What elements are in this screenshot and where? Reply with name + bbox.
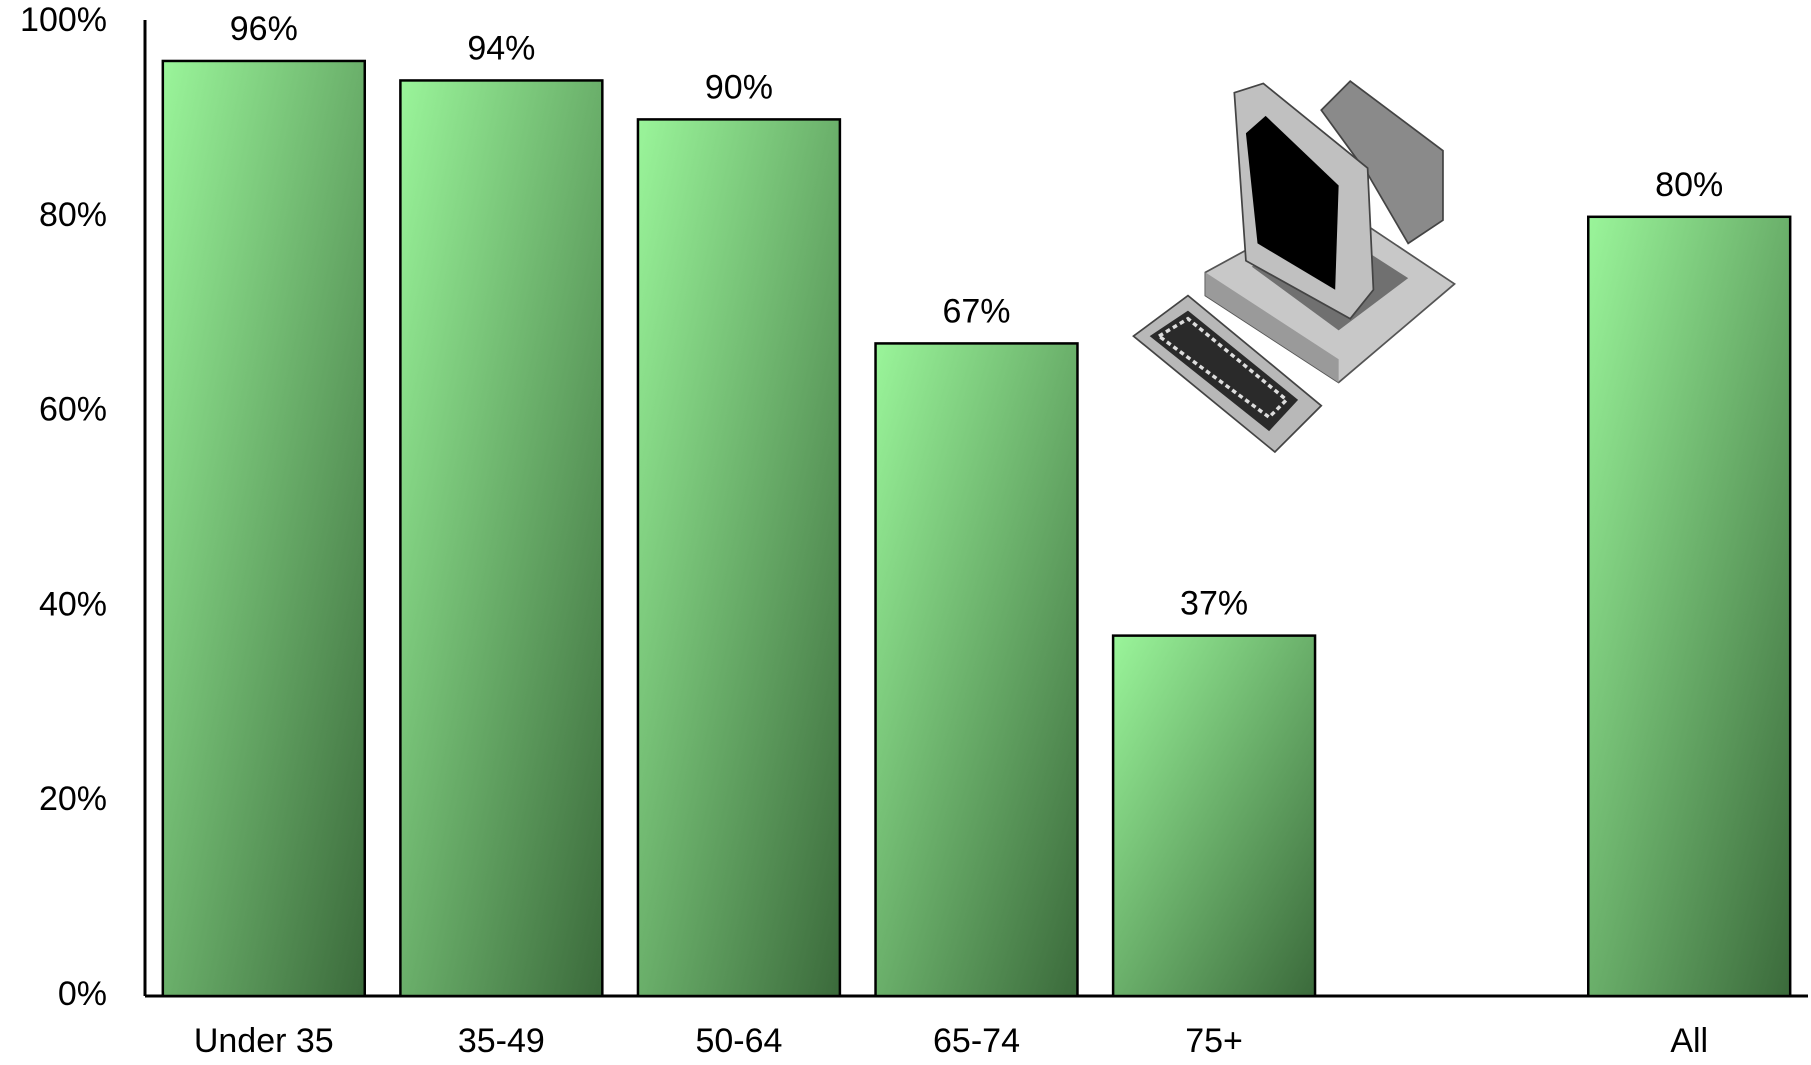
bar: [1111, 634, 1317, 998]
x-tick-label: Under 35: [194, 1022, 334, 1060]
bar: [636, 118, 842, 998]
value-label: 90%: [705, 68, 773, 106]
bar: [874, 342, 1079, 998]
bar: [399, 79, 604, 998]
bar: [1586, 215, 1792, 998]
value-label: 94%: [467, 29, 535, 67]
y-tick-label: 40%: [39, 585, 107, 623]
bar: [161, 59, 367, 998]
value-label: 96%: [230, 10, 298, 48]
value-label: 80%: [1655, 166, 1723, 204]
x-tick-label: All: [1670, 1022, 1708, 1060]
y-tick-label: 80%: [39, 196, 107, 234]
x-tick-label: 50-64: [695, 1022, 782, 1060]
value-label: 67%: [942, 292, 1010, 330]
x-tick-label: 75+: [1185, 1022, 1243, 1060]
y-tick-label: 100%: [20, 1, 107, 39]
x-tick-label: 65-74: [933, 1022, 1020, 1060]
y-tick-label: 20%: [39, 780, 107, 818]
y-tick-label: 0%: [58, 975, 107, 1013]
y-tick-label: 60%: [39, 391, 107, 429]
computer-icon: [1132, 79, 1456, 454]
x-tick-label: 35-49: [458, 1022, 545, 1060]
value-label: 37%: [1180, 585, 1248, 623]
